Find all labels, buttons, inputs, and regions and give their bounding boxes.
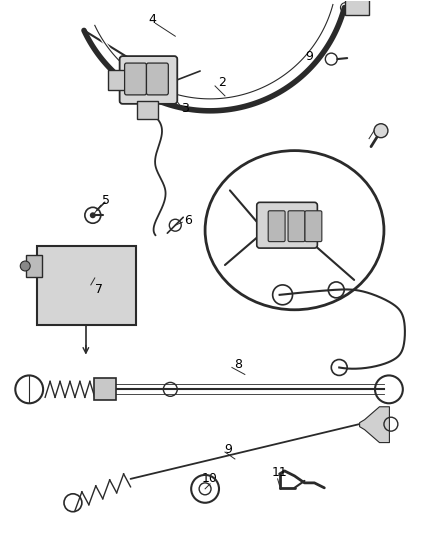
Text: 3: 3 <box>181 102 189 115</box>
Text: 6: 6 <box>184 214 192 227</box>
Text: 2: 2 <box>218 76 226 90</box>
FancyBboxPatch shape <box>346 0 369 14</box>
FancyBboxPatch shape <box>257 203 318 248</box>
FancyBboxPatch shape <box>268 211 285 241</box>
Circle shape <box>20 261 30 271</box>
Circle shape <box>374 124 388 138</box>
FancyBboxPatch shape <box>26 255 42 277</box>
FancyBboxPatch shape <box>146 63 168 95</box>
Text: 10: 10 <box>202 472 218 486</box>
FancyBboxPatch shape <box>37 246 135 325</box>
FancyBboxPatch shape <box>108 70 126 90</box>
Text: 4: 4 <box>148 13 156 26</box>
Text: 7: 7 <box>95 284 103 296</box>
Text: 1: 1 <box>380 124 388 137</box>
Text: 8: 8 <box>234 358 242 371</box>
FancyBboxPatch shape <box>120 56 177 104</box>
FancyBboxPatch shape <box>94 378 116 400</box>
Text: 11: 11 <box>272 466 287 479</box>
Text: 9: 9 <box>224 442 232 456</box>
Text: 5: 5 <box>102 194 110 207</box>
Circle shape <box>90 212 96 218</box>
FancyBboxPatch shape <box>288 211 305 241</box>
Text: 9: 9 <box>305 50 313 62</box>
FancyBboxPatch shape <box>305 211 322 241</box>
FancyBboxPatch shape <box>137 101 159 119</box>
FancyBboxPatch shape <box>124 63 146 95</box>
